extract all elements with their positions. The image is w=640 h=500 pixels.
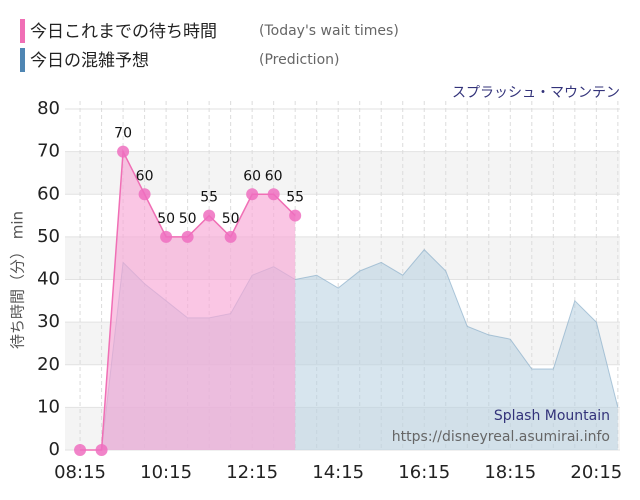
y-tick-label: 60 [37, 183, 60, 204]
y-axis-label: 待ち時間（分） min [9, 211, 27, 349]
legend-label: 今日これまでの待ち時間 [30, 22, 217, 42]
x-tick-label: 12:15 [226, 462, 278, 483]
data-label: 60 [136, 168, 154, 184]
watermark: https://disneyreal.asumirai.info [392, 429, 610, 445]
annotation: スプラッシュ・マウンテン [452, 85, 620, 101]
y-tick-label: 30 [37, 311, 60, 332]
point [160, 230, 173, 243]
data-label: 60 [243, 168, 261, 184]
x-tick-label: 14:15 [312, 462, 364, 483]
data-label: 50 [157, 211, 175, 227]
point [74, 444, 87, 456]
point [289, 209, 302, 222]
point [95, 444, 108, 456]
legend-subtitle: (Prediction) [259, 52, 339, 68]
point [246, 188, 259, 201]
x-tick-label: 20:15 [570, 462, 622, 483]
plot-area: 0 10 20 30 40 50 60 70 80 08:15 10:15 12:15 14:15 16:… [37, 98, 622, 483]
point [117, 145, 130, 158]
x-tick-label: 16:15 [398, 462, 450, 483]
point [224, 230, 237, 243]
watermark: Splash Mountain [494, 408, 610, 424]
legend-swatch [20, 48, 25, 72]
y-tick-label: 80 [37, 98, 60, 119]
point [138, 188, 151, 201]
area-fill [80, 151, 296, 450]
grid-band [65, 151, 620, 195]
data-label: 55 [200, 190, 218, 206]
point [181, 230, 194, 243]
y-tick-label: 40 [37, 269, 60, 290]
y-tick-label: 50 [37, 226, 60, 247]
y-tick-label: 20 [37, 354, 60, 375]
point [203, 209, 216, 222]
y-tick-label: 70 [37, 141, 60, 162]
data-label: 60 [265, 168, 283, 184]
data-label: 70 [114, 126, 132, 142]
data-label: 50 [222, 211, 240, 227]
x-tick-label: 08:15 [54, 462, 106, 483]
y-tick-label: 0 [49, 439, 60, 460]
legend-label: 今日の混雑予想 [30, 51, 149, 71]
legend-subtitle: (Today's wait times) [259, 23, 399, 39]
y-tick-label: 10 [37, 396, 60, 417]
x-tick-label: 10:15 [140, 462, 192, 483]
data-label: 50 [179, 211, 197, 227]
data-label: 55 [286, 190, 304, 206]
point [267, 188, 280, 201]
legend-swatch [20, 19, 25, 43]
x-tick-label: 18:15 [484, 462, 536, 483]
